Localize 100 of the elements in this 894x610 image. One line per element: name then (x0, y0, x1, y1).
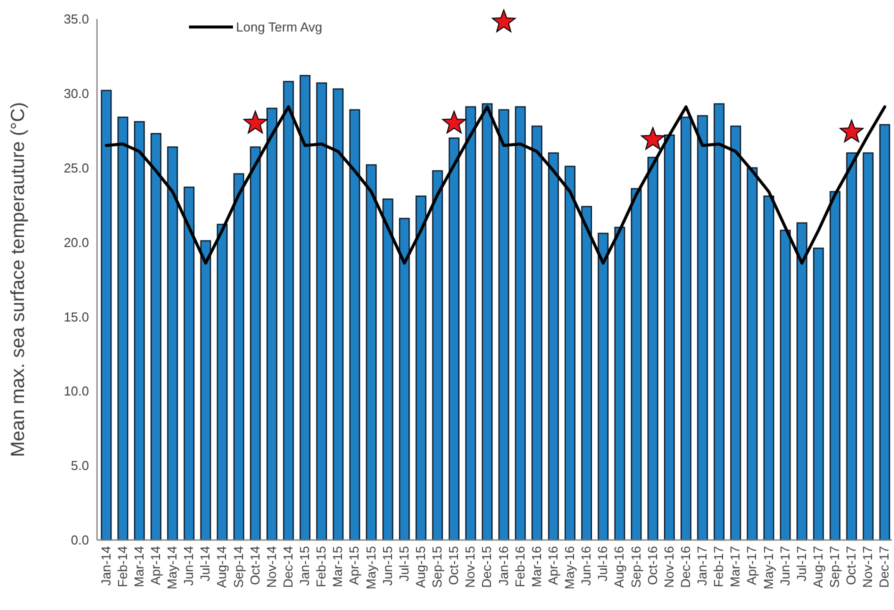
x-tick-label: Sep-16 (628, 546, 644, 588)
x-tick-label: Dec-15 (479, 546, 494, 588)
bar (714, 103, 724, 541)
bar (332, 88, 344, 541)
bar (862, 152, 874, 541)
x-tick-label: Feb-14 (114, 546, 130, 588)
bar (216, 224, 228, 541)
x-tick-label: Jul-17 (794, 546, 809, 582)
bar (780, 230, 791, 541)
bar (796, 222, 808, 541)
bar (498, 109, 510, 541)
x-tick-label: Apr-15 (346, 546, 362, 586)
x-tick-label: Aug-14 (214, 546, 230, 588)
x-tick-label: Oct-17 (844, 546, 859, 586)
y-tick-label: 20.0 (64, 234, 89, 250)
x-tick-label: Sep-17 (827, 546, 842, 588)
bar (614, 226, 626, 541)
x-tick-label: Nov-17 (860, 546, 876, 588)
x-tick-label: Oct-14 (247, 546, 262, 586)
x-tick-label: Sep-15 (430, 546, 445, 588)
bar (879, 124, 890, 541)
bar (514, 106, 526, 541)
bar (100, 90, 112, 541)
x-tick-label: Feb-17 (711, 546, 726, 588)
x-tick-label: Jan-15 (297, 546, 312, 586)
bar (746, 167, 758, 541)
bar (482, 103, 493, 541)
x-tick-label: May-14 (164, 546, 180, 590)
x-tick-label: Nov-15 (462, 546, 478, 588)
bar (349, 109, 360, 541)
x-tick-label: Jul-15 (396, 546, 412, 582)
bar (134, 121, 145, 541)
legend-label: Long Term Avg (236, 20, 322, 35)
x-tick-label: Feb-16 (512, 546, 528, 588)
x-tick-label: Jun-17 (777, 546, 792, 586)
x-tick-label: Jan-17 (694, 546, 710, 586)
bar (366, 164, 377, 541)
y-tick-label: 5.0 (70, 458, 89, 474)
bar (233, 173, 244, 541)
line-series (104, 105, 886, 265)
x-tick-label: Aug-16 (612, 546, 627, 588)
x-tick-label: Mar-17 (728, 546, 743, 588)
x-tick-label: Dec-16 (678, 546, 693, 588)
bar (598, 232, 609, 541)
x-tick-label: Mar-15 (330, 546, 346, 588)
bar (250, 146, 261, 541)
bar (564, 166, 576, 541)
bar (581, 206, 592, 541)
bar (416, 196, 426, 541)
x-tick-label: Oct-15 (446, 546, 462, 586)
bar (730, 126, 742, 541)
x-tick-label: Jul-16 (595, 546, 610, 582)
bar (830, 191, 840, 541)
bar (680, 116, 692, 541)
bar (399, 218, 410, 541)
x-tick-label: Dec-17 (876, 546, 892, 588)
x-tick-label: May-17 (760, 546, 776, 590)
bar (548, 152, 559, 541)
bar (465, 106, 476, 541)
x-tick-label: Oct-16 (644, 546, 660, 586)
y-tick-label: 15.0 (64, 309, 89, 324)
x-tick-label: Feb-15 (314, 546, 329, 588)
bar (117, 116, 128, 541)
x-tick-label: Mar-16 (528, 546, 544, 588)
bar (283, 80, 294, 541)
x-tick-label: Apr-14 (148, 546, 163, 586)
x-tick-label: Jun-15 (380, 546, 395, 586)
bar (813, 248, 824, 541)
y-axis-title: Mean max. sea surface temperauture (°C) (8, 102, 29, 458)
bar (448, 137, 460, 541)
x-tick-label: Jun-14 (181, 546, 196, 586)
x-tick-label: Nov-14 (264, 546, 279, 588)
y-tick-label: 10.0 (64, 384, 89, 399)
bar (316, 82, 327, 541)
bar (432, 170, 443, 541)
bar (300, 74, 310, 541)
x-tick-label: Aug-17 (810, 546, 826, 588)
bar (532, 126, 542, 541)
y-tick-label: 30.0 (64, 86, 89, 101)
x-tick-label: May-15 (363, 546, 378, 590)
x-tick-label: Nov-16 (661, 546, 676, 588)
y-tick-label: 0.0 (70, 532, 89, 548)
x-tick-label: Dec-14 (280, 546, 296, 588)
x-tick-label: Apr-16 (545, 546, 560, 586)
bar (200, 240, 212, 541)
bar (664, 134, 675, 541)
bar (266, 108, 278, 541)
x-tick-label: Mar-14 (131, 546, 146, 588)
bar (846, 152, 857, 541)
bar (150, 133, 162, 541)
y-tick-label: 35.0 (64, 12, 89, 27)
x-tick-label: Sep-14 (230, 546, 246, 588)
x-tick-label: Jul-14 (198, 546, 213, 582)
bar (763, 196, 774, 541)
x-tick-label: May-16 (562, 546, 578, 590)
bar (697, 115, 708, 541)
bar (382, 198, 394, 541)
x-tick-label: Jan-16 (496, 546, 511, 586)
bar (184, 186, 194, 541)
bar (630, 188, 642, 541)
